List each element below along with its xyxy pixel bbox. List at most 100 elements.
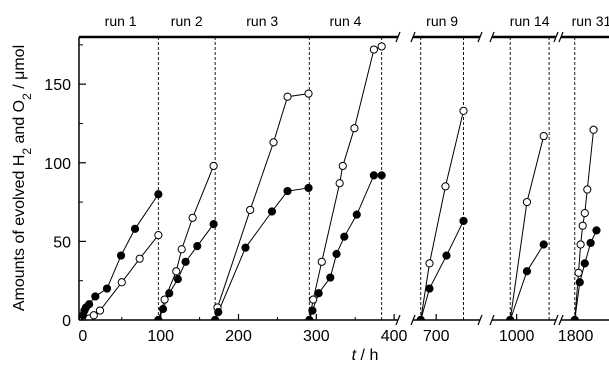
filled-data-point	[575, 278, 584, 287]
x-axis-title-unit: / h	[356, 347, 378, 364]
axis-break-gap	[556, 316, 561, 324]
axis-break-slash	[395, 31, 401, 43]
x-tick-label: 0	[78, 328, 87, 345]
filled-data-point	[267, 207, 277, 216]
filled-data-point	[130, 224, 140, 233]
filled-series-line	[308, 174, 382, 320]
open-data-point	[304, 89, 313, 98]
open-data-point	[589, 125, 598, 134]
open-series-line	[509, 135, 545, 320]
open-data-point	[160, 295, 169, 304]
open-data-point	[135, 254, 144, 263]
y-axis-title-text: / μmol	[11, 45, 28, 93]
axis-break-slash	[395, 314, 401, 326]
y-tick-label: 50	[53, 234, 71, 251]
open-data-point	[154, 231, 163, 240]
run-labels: run 1 run 2 run 3 run 4 run 9 run 14 run 31	[105, 13, 609, 29]
axis-breaks	[395, 31, 564, 326]
axis-break-gap	[556, 33, 561, 41]
filled-data-point	[369, 171, 378, 180]
axis-break-slash	[410, 314, 416, 326]
run-label: run 3	[246, 13, 278, 29]
filled-data-point	[377, 171, 386, 180]
filled-data-point	[154, 190, 163, 199]
filled-data-point	[116, 251, 126, 260]
x-axis: 0 100 200 300 400 700 1000 1800	[78, 314, 594, 345]
filled-data-point	[459, 216, 468, 226]
filled-data-point	[308, 306, 317, 315]
filled-data-point	[580, 259, 589, 268]
open-data-point	[95, 306, 105, 315]
filled-series-line	[157, 223, 215, 320]
axis-break-slash	[558, 31, 564, 43]
open-data-point	[269, 138, 278, 147]
filled-data-point	[165, 289, 174, 298]
x-tick-label: 100	[147, 328, 174, 345]
axis-break-slash	[489, 314, 495, 326]
filled-data-point	[181, 257, 190, 266]
run-label: run 14	[510, 13, 550, 29]
open-data-point	[425, 259, 434, 268]
open-data-point	[209, 161, 218, 171]
open-data-point	[89, 311, 98, 320]
open-series-line	[82, 234, 159, 320]
filled-data-point	[425, 284, 434, 293]
filled-series-line	[214, 187, 309, 320]
run-boundaries	[157, 37, 576, 320]
open-data-point	[172, 267, 181, 276]
axis-break-slash	[410, 31, 416, 43]
y-axis: 0 50 100 150	[44, 44, 86, 330]
run-label: run 1	[105, 13, 137, 29]
filled-data-point	[241, 243, 250, 252]
open-data-point	[369, 45, 378, 54]
open-data-point	[583, 185, 592, 194]
filled-data-point	[314, 289, 323, 298]
open-data-point	[309, 295, 318, 304]
axis-break-slash	[558, 314, 564, 326]
open-data-point	[459, 106, 468, 115]
x-tick-label: 200	[225, 328, 252, 345]
filled-data-point	[539, 240, 548, 249]
axis-break-gap	[480, 316, 492, 324]
axis-break-gap	[398, 316, 413, 324]
open-data-point	[576, 240, 585, 249]
filled-data-point	[91, 292, 100, 301]
open-data-point	[317, 257, 326, 266]
axis-break-slash	[477, 31, 483, 43]
open-data-point	[539, 131, 548, 141]
filled-data-point	[85, 300, 94, 309]
filled-series-line	[420, 220, 464, 320]
filled-data-point	[352, 210, 361, 219]
filled-data-point	[586, 238, 595, 248]
y-axis-title-text: and O	[11, 100, 28, 148]
open-data-point	[441, 182, 450, 191]
axis-break-slash	[553, 314, 559, 326]
open-data-point	[338, 161, 347, 171]
filled-data-point	[214, 308, 223, 317]
open-data-point	[377, 42, 386, 51]
x-tick-label: 300	[303, 328, 330, 345]
filled-data-point	[173, 275, 182, 284]
open-data-point	[188, 213, 197, 222]
open-data-point	[246, 205, 255, 215]
x-tick-label: 700	[423, 328, 450, 345]
axis-break-slash	[489, 31, 495, 43]
x-axis-title-variable: t	[352, 347, 357, 364]
y-tick-label: 100	[44, 156, 71, 173]
y-axis-title: Amounts of evolved H2 and O2 / μmol	[11, 45, 34, 311]
filled-data-point	[332, 249, 341, 259]
run-label: run 31	[572, 13, 609, 29]
axis-break-slash	[477, 314, 483, 326]
filled-data-point	[522, 267, 532, 276]
x-tick-label: 400	[381, 328, 408, 345]
run-label: run 4	[330, 13, 362, 29]
filled-data-point	[209, 219, 218, 229]
open-data-point	[522, 197, 532, 207]
y-tick-label: 150	[44, 77, 71, 94]
axis-break-gap	[398, 33, 413, 41]
filled-data-point	[193, 242, 202, 251]
open-data-point	[578, 221, 587, 230]
open-data-point	[177, 245, 186, 254]
filled-data-point	[102, 284, 112, 293]
